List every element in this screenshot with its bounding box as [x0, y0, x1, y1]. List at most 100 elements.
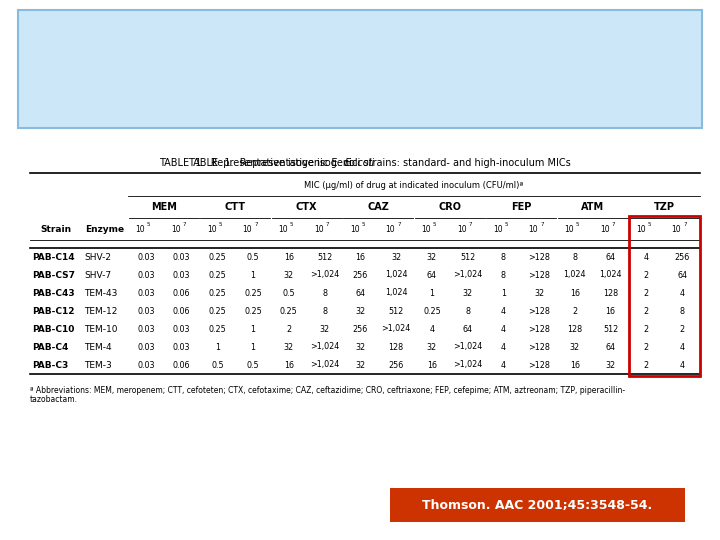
Text: 0.25: 0.25	[209, 253, 226, 261]
Text: 5: 5	[647, 222, 651, 227]
Text: tazobactam.: tazobactam.	[30, 395, 78, 404]
Text: CTT: CTT	[225, 202, 246, 212]
Text: 5: 5	[147, 222, 150, 227]
Text: 5: 5	[505, 222, 508, 227]
Text: 0.5: 0.5	[247, 253, 259, 261]
Text: >128: >128	[528, 271, 550, 280]
Text: 16: 16	[356, 253, 365, 261]
Text: PAB-CS7: PAB-CS7	[32, 271, 75, 280]
Text: 1: 1	[429, 288, 434, 298]
Text: 0.06: 0.06	[173, 361, 190, 369]
Text: 4: 4	[501, 307, 506, 315]
Text: 2: 2	[287, 325, 292, 334]
Text: PAB-C12: PAB-C12	[32, 307, 74, 315]
Text: E. coli: E. coli	[346, 158, 374, 168]
Text: 32: 32	[534, 288, 544, 298]
Text: 2: 2	[572, 307, 577, 315]
Text: 0.03: 0.03	[137, 325, 155, 334]
Bar	[390, 488, 685, 522]
Text: Strain: Strain	[40, 225, 71, 233]
Text: TEM-43: TEM-43	[84, 288, 117, 298]
Text: 0.25: 0.25	[244, 307, 262, 315]
Text: 7: 7	[611, 222, 615, 227]
FancyBboxPatch shape	[390, 488, 685, 522]
Text: 128: 128	[389, 342, 404, 352]
Text: 0.03: 0.03	[137, 271, 155, 280]
Text: 16: 16	[606, 307, 616, 315]
Text: 5: 5	[576, 222, 580, 227]
Text: 16: 16	[570, 288, 580, 298]
Text: 10: 10	[492, 225, 503, 233]
Text: Thomson. AAC 2001;45:3548-54.: Thomson. AAC 2001;45:3548-54.	[423, 498, 652, 511]
Text: 0.03: 0.03	[137, 307, 155, 315]
Text: 64: 64	[463, 325, 472, 334]
Text: 0.03: 0.03	[137, 288, 155, 298]
Text: 512: 512	[389, 307, 404, 315]
Text: >1,024: >1,024	[310, 342, 339, 352]
Text: 32: 32	[284, 271, 294, 280]
Text: 8: 8	[501, 253, 506, 261]
Text: 256: 256	[389, 361, 404, 369]
Text: 5: 5	[218, 222, 222, 227]
Text: 2: 2	[644, 325, 649, 334]
Text: 2: 2	[644, 288, 649, 298]
Text: 32: 32	[355, 307, 366, 315]
Text: 16: 16	[284, 253, 294, 261]
Text: 8: 8	[465, 307, 470, 315]
Text: FEP: FEP	[511, 202, 531, 212]
Text: 5: 5	[433, 222, 436, 227]
Text: 10: 10	[314, 225, 323, 233]
Text: 512: 512	[460, 253, 475, 261]
Text: 256: 256	[675, 253, 690, 261]
Text: MEM: MEM	[150, 202, 176, 212]
Text: 32: 32	[427, 342, 437, 352]
Text: 0.25: 0.25	[209, 325, 226, 334]
Text: 7: 7	[183, 222, 186, 227]
Text: 32: 32	[391, 253, 401, 261]
Text: 0.5: 0.5	[282, 288, 295, 298]
Text: 4: 4	[680, 288, 685, 298]
Text: 4: 4	[644, 253, 649, 261]
Text: 10: 10	[207, 225, 217, 233]
Text: 8: 8	[322, 307, 327, 315]
Text: 2: 2	[644, 271, 649, 280]
Text: 1,024: 1,024	[385, 288, 408, 298]
Text: 10: 10	[672, 225, 681, 233]
Text: 10: 10	[243, 225, 252, 233]
Text: >128: >128	[528, 361, 550, 369]
Text: 16: 16	[570, 361, 580, 369]
Text: 0.06: 0.06	[173, 307, 190, 315]
Text: TEM-3: TEM-3	[84, 361, 112, 369]
Text: 8: 8	[322, 288, 327, 298]
Text: 0.5: 0.5	[247, 361, 259, 369]
Text: 0.25: 0.25	[280, 307, 298, 315]
Text: 10: 10	[600, 225, 610, 233]
Text: >1,024: >1,024	[310, 361, 339, 369]
Text: 5: 5	[290, 222, 293, 227]
Text: 8: 8	[680, 307, 685, 315]
Text: PAB-C14: PAB-C14	[32, 253, 75, 261]
Text: 0.03: 0.03	[137, 342, 155, 352]
Text: 0.03: 0.03	[173, 342, 190, 352]
Text: 512: 512	[603, 325, 618, 334]
Text: 0.06: 0.06	[173, 288, 190, 298]
Text: >128: >128	[528, 307, 550, 315]
Text: >1,024: >1,024	[453, 342, 482, 352]
Text: >128: >128	[528, 325, 550, 334]
Text: 0.03: 0.03	[173, 253, 190, 261]
Text: 7: 7	[683, 222, 687, 227]
Text: 128: 128	[603, 288, 618, 298]
Text: 0.25: 0.25	[209, 288, 226, 298]
Text: 32: 32	[462, 288, 473, 298]
Text: 32: 32	[427, 253, 437, 261]
Text: CAZ: CAZ	[367, 202, 390, 212]
Text: 1: 1	[215, 342, 220, 352]
Text: 1: 1	[251, 271, 256, 280]
Text: 0.25: 0.25	[209, 271, 226, 280]
Text: 0.03: 0.03	[173, 325, 190, 334]
Text: CTX: CTX	[296, 202, 318, 212]
Text: 1: 1	[501, 288, 506, 298]
Text: 1,024: 1,024	[599, 271, 622, 280]
Text: Enzyme: Enzyme	[86, 225, 125, 233]
Text: 4: 4	[501, 361, 506, 369]
